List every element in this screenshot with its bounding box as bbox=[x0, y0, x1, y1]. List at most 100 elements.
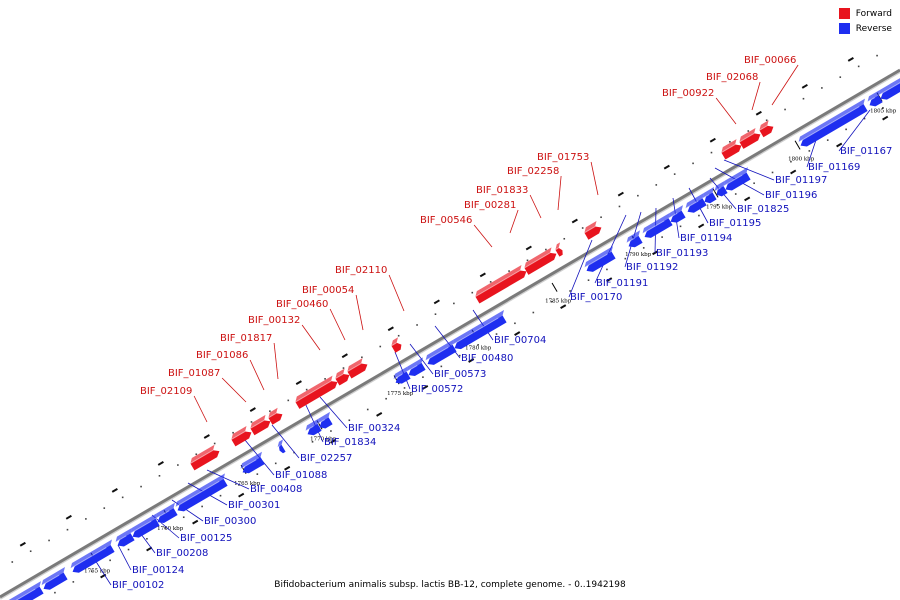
minor-dot-upper bbox=[232, 431, 234, 434]
minor-dot-lower bbox=[348, 419, 351, 422]
gene-reverse-top bbox=[714, 180, 725, 192]
gene-forward-top bbox=[524, 247, 552, 268]
minor-dot-lower bbox=[845, 128, 847, 131]
gene-forward-body bbox=[759, 125, 774, 138]
gene-reverse-body bbox=[869, 95, 883, 107]
gene-forward-highlight bbox=[250, 419, 265, 429]
dash-lower bbox=[422, 385, 429, 390]
minor-dot-lower bbox=[771, 171, 774, 174]
leader-forward bbox=[249, 359, 265, 391]
minor-dot-lower bbox=[826, 139, 829, 141]
leader-forward bbox=[273, 342, 279, 380]
gene-reverse bbox=[41, 567, 68, 590]
gene-forward-top bbox=[759, 120, 769, 131]
reverse-gene-label: BIF_01169 bbox=[808, 162, 860, 173]
gene-reverse-top bbox=[584, 246, 613, 268]
gene-reverse-top bbox=[668, 205, 683, 219]
gene-forward-body bbox=[391, 342, 402, 353]
minor-dot-upper bbox=[397, 334, 400, 337]
gene-reverse-highlight bbox=[317, 419, 325, 425]
minor-dot-upper bbox=[876, 54, 878, 57]
minor-dot-upper bbox=[140, 485, 142, 488]
reverse-gene-label: BIF_00324 bbox=[348, 423, 400, 434]
gene-reverse bbox=[155, 502, 178, 524]
minor-dot-lower bbox=[458, 354, 461, 357]
leader-forward bbox=[301, 324, 321, 351]
reverse-gene-label: BIF_02257 bbox=[300, 453, 352, 464]
gene-forward bbox=[759, 120, 774, 138]
gene-reverse-top bbox=[702, 187, 714, 199]
minor-dot-lower bbox=[808, 150, 811, 152]
reverse-gene-label: BIF_00208 bbox=[156, 548, 208, 559]
gene-reverse-top bbox=[626, 230, 640, 243]
gene-forward-highlight bbox=[391, 342, 397, 347]
dash-lower bbox=[330, 438, 337, 444]
minor-dot-upper bbox=[692, 162, 694, 165]
leader-forward bbox=[529, 194, 542, 219]
minor-dot-upper bbox=[324, 378, 326, 380]
leader-reverse bbox=[434, 325, 461, 359]
gene-reverse-top bbox=[70, 539, 112, 569]
gene-forward-top bbox=[391, 337, 399, 346]
minor-dot-upper bbox=[655, 184, 658, 186]
minor-dot-upper bbox=[563, 237, 566, 240]
gene-reverse-top bbox=[155, 502, 175, 519]
gene-forward bbox=[555, 242, 563, 257]
gene-reverse-body bbox=[319, 417, 333, 429]
gene-reverse-highlight bbox=[798, 106, 860, 143]
gene-reverse bbox=[305, 418, 322, 436]
gene-forward bbox=[524, 247, 557, 275]
minor-dot-lower bbox=[532, 311, 535, 314]
tick-label: 1755 kbp bbox=[84, 569, 111, 575]
gene-forward-body bbox=[475, 270, 527, 304]
leader-reverse bbox=[723, 159, 775, 181]
gene-reverse-top bbox=[406, 357, 423, 372]
gene-reverse-body bbox=[427, 344, 457, 365]
reverse-gene-label: BIF_00301 bbox=[228, 500, 280, 511]
leader-reverse bbox=[206, 469, 250, 490]
forward-gene-label: BIF_02110 bbox=[335, 265, 387, 276]
reverse-gene-label: BIF_01196 bbox=[765, 190, 817, 201]
dash-upper bbox=[19, 541, 26, 547]
gene-reverse-body bbox=[586, 251, 616, 272]
minor-dot-upper bbox=[379, 345, 382, 348]
minor-dot-upper bbox=[453, 302, 455, 305]
gene-forward-top bbox=[231, 425, 247, 440]
gene-reverse bbox=[393, 366, 411, 384]
gene-forward-body bbox=[584, 226, 602, 240]
minor-dot-upper bbox=[839, 76, 842, 78]
minor-dot-upper bbox=[416, 324, 418, 326]
gene-reverse-top bbox=[5, 581, 41, 600]
gene-forward-highlight bbox=[347, 363, 362, 372]
reverse-gene-label: BIF_01191 bbox=[596, 278, 648, 289]
minor-dot-lower bbox=[311, 441, 314, 443]
reverse-gene-label: BIF_01167 bbox=[840, 146, 892, 157]
minor-dot-lower bbox=[882, 107, 884, 109]
tick-mark bbox=[794, 140, 801, 150]
gene-reverse-body bbox=[7, 586, 44, 600]
gene-forward bbox=[335, 368, 350, 386]
minor-dot-lower bbox=[606, 268, 608, 271]
gene-reverse bbox=[425, 339, 457, 365]
tick-label: 1770 kbp bbox=[310, 436, 337, 442]
gene-reverse-highlight bbox=[584, 253, 608, 268]
gene-reverse-top bbox=[723, 167, 748, 187]
minor-dot-lower bbox=[182, 516, 185, 519]
minor-dot-lower bbox=[863, 117, 866, 120]
leader-forward bbox=[355, 294, 364, 331]
gene-reverse-highlight bbox=[878, 81, 900, 96]
gene-reverse bbox=[723, 167, 751, 191]
minor-dot-upper bbox=[508, 270, 510, 272]
minor-dot-lower bbox=[127, 548, 130, 551]
gene-reverse-body bbox=[716, 186, 728, 197]
forward-gene-label: BIF_01087 bbox=[168, 368, 220, 379]
gene-reverse-highlight bbox=[406, 364, 418, 373]
dash-lower bbox=[376, 411, 383, 417]
minor-dot-upper bbox=[747, 130, 750, 132]
gene-reverse-highlight bbox=[626, 237, 635, 244]
gene-reverse bbox=[406, 357, 426, 377]
gene-reverse-body bbox=[800, 104, 868, 147]
gene-forward-top bbox=[347, 358, 363, 372]
leader-reverse bbox=[151, 514, 180, 539]
minor-dot-upper bbox=[489, 281, 492, 283]
